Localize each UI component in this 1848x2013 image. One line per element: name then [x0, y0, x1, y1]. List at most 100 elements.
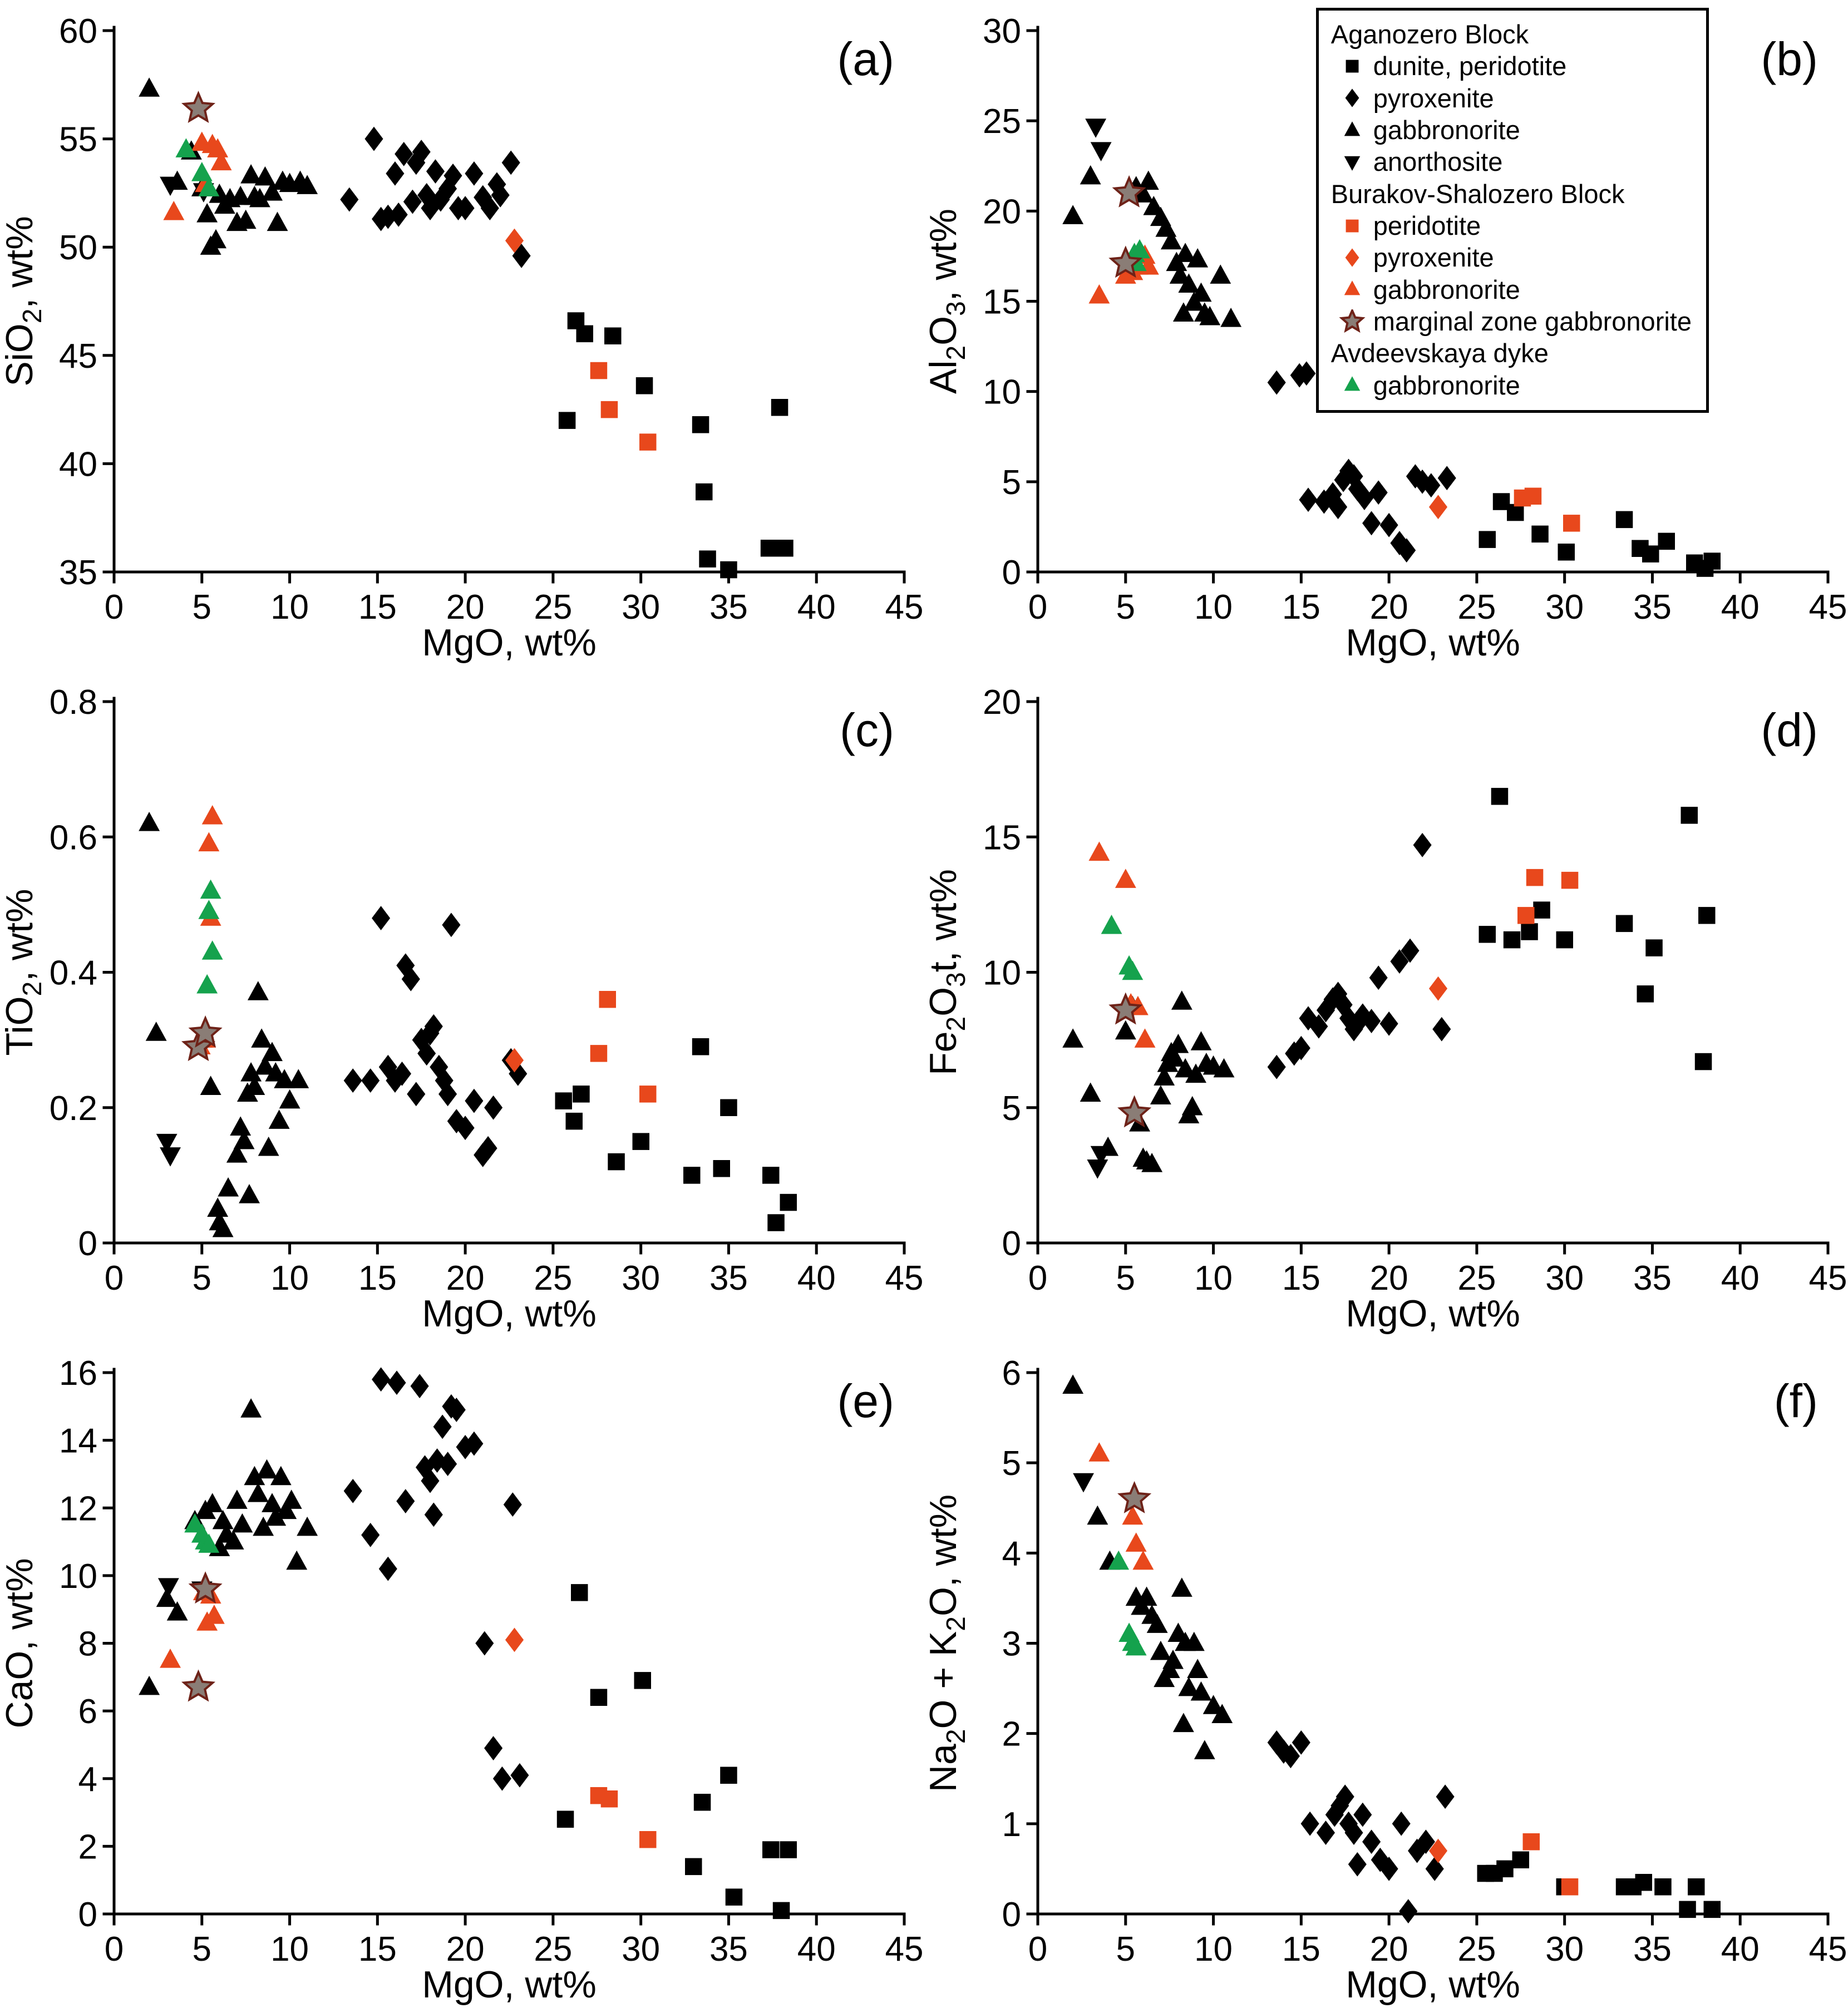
bsb_peridotite-points	[1514, 487, 1580, 532]
panel-letter-e: (e)	[837, 1375, 894, 1427]
svg-text:30: 30	[1545, 1259, 1584, 1297]
data-point-square	[565, 1112, 583, 1130]
data-point-diamond	[1300, 1811, 1319, 1836]
data-point-triangle-up	[1137, 170, 1159, 190]
data-point-diamond	[505, 1048, 524, 1073]
data-point-diamond	[1432, 1017, 1451, 1042]
data-point-triangle-up	[200, 879, 221, 899]
data-point-square	[692, 1038, 709, 1055]
data-point-triangle-up	[1194, 1740, 1215, 1759]
data-point-diamond	[372, 1367, 391, 1392]
legend-item-bsb_pyroxenite: pyroxenite	[1331, 241, 1692, 273]
data-point-diamond	[424, 1502, 443, 1527]
data-point-triangle-up	[210, 151, 232, 171]
data-point-triangle-up	[262, 181, 283, 201]
svg-text:3: 3	[1002, 1625, 1021, 1664]
data-point-diamond	[364, 126, 383, 151]
data-point-diamond	[1267, 1054, 1286, 1079]
data-point-square	[1558, 544, 1575, 561]
svg-text:45: 45	[1809, 588, 1847, 626]
svg-text:20: 20	[1370, 1259, 1408, 1297]
data-point-diamond	[510, 1763, 529, 1788]
data-point-triangle-up	[1125, 1532, 1147, 1552]
data-point-diamond	[410, 1374, 429, 1399]
bsb_peridotite-points	[1517, 869, 1579, 924]
ab_pyroxenite-points	[343, 906, 528, 1167]
scatter-plot-e: 0 5 10 15 20 25 30 35 40 45 0 2 4 6 8 10 12 14 16 MgO, wt% C…	[0, 1354, 923, 2006]
data-point-triangle-up	[1344, 376, 1361, 391]
data-point-triangle-up	[1122, 960, 1144, 980]
data-point-diamond	[1297, 361, 1316, 386]
data-point-triangle-up	[1164, 1047, 1186, 1067]
data-point-diamond	[1362, 1829, 1381, 1854]
svg-text:16: 16	[59, 1354, 97, 1393]
data-point-diamond	[417, 1041, 436, 1066]
data-point-triangle-up	[1108, 1550, 1130, 1570]
bsb_pyroxenite-points	[505, 1627, 524, 1652]
data-point-diamond	[1437, 466, 1456, 491]
svg-text:45: 45	[1809, 1259, 1847, 1297]
svg-text:5: 5	[1116, 588, 1135, 626]
data-point-square	[1635, 1874, 1652, 1891]
svg-text:0: 0	[105, 1930, 124, 1968]
x-axis-label: MgO, wt%	[422, 621, 597, 664]
data-point-diamond	[1425, 1856, 1444, 1881]
panel-b: 0 5 10 15 20 25 30 35 40 45 0 5 10 15 20 25 30 MgO, wt% Al…	[922, 0, 1847, 671]
data-point-diamond	[1362, 1009, 1381, 1034]
scatter-plot-a: 0 5 10 15 20 25 30 35 40 45 35 40 45 50 55 60 MgO, wt% Si…	[0, 12, 923, 664]
data-point-diamond	[426, 159, 445, 184]
data-point-square	[776, 540, 794, 557]
data-point-triangle-up	[1187, 248, 1209, 268]
data-point-diamond	[1422, 473, 1441, 498]
svg-text:15: 15	[1282, 1259, 1320, 1297]
data-point-diamond	[479, 1136, 497, 1161]
data-point-triangle-up	[258, 1136, 279, 1156]
data-point-diamond	[1428, 1838, 1448, 1863]
data-point-square	[556, 1810, 574, 1828]
data-point-triangle-up	[275, 1499, 297, 1519]
x-axis-label: MgO, wt%	[422, 1963, 597, 2006]
legend-group-title: Aganozero Block	[1330, 19, 1529, 49]
data-point-diamond	[1413, 832, 1432, 857]
svg-text:0: 0	[1028, 1259, 1047, 1297]
svg-text:4: 4	[78, 1760, 97, 1799]
data-point-triangle-up	[145, 1022, 167, 1041]
data-point-diamond	[1379, 1011, 1398, 1036]
svg-text:6: 6	[78, 1693, 97, 1731]
svg-text:40: 40	[1721, 588, 1760, 626]
svg-text:0: 0	[78, 1896, 97, 1934]
data-point-triangle-up	[1160, 230, 1182, 250]
legend-item-label: pyroxenite	[1373, 243, 1494, 273]
data-point-triangle-up	[1154, 1066, 1175, 1086]
data-point-triangle-up	[244, 1075, 265, 1095]
data-point-triangle-up	[196, 974, 218, 994]
data-point-diamond	[1316, 1820, 1336, 1845]
data-point-diamond	[1292, 1730, 1310, 1755]
data-point-triangle-up	[1210, 264, 1231, 284]
svg-text:45: 45	[885, 1259, 924, 1297]
svg-text:0: 0	[1002, 1896, 1021, 1934]
bsb_gabbronorite-points	[163, 131, 232, 220]
data-point-triangle-up	[1344, 280, 1361, 295]
data-point-diamond	[1344, 1820, 1363, 1845]
svg-text:20: 20	[446, 1930, 485, 1968]
ab_gabbronorite-points	[139, 1398, 318, 1695]
legend-item-ab_pyroxenite: pyroxenite	[1331, 82, 1692, 114]
data-point-diamond	[403, 189, 422, 214]
data-point-diamond	[1362, 511, 1381, 536]
data-point-triangle-up	[1190, 1681, 1212, 1701]
bsb_gabbronorite-points	[1088, 1442, 1154, 1570]
legend-item-avd_gabbronorite: gabbronorite	[1331, 369, 1692, 401]
svg-text:0.4: 0.4	[50, 954, 97, 993]
svg-text:40: 40	[797, 588, 836, 626]
ab_dunite_peridotite-points	[1479, 788, 1716, 1070]
data-point-star	[188, 1571, 223, 1604]
data-point-square	[1346, 219, 1359, 233]
svg-text:15: 15	[358, 1259, 397, 1297]
data-point-triangle-up	[239, 1184, 260, 1203]
legend-item-ab_dunite_peridotite: dunite, peridotite	[1331, 50, 1692, 82]
ab_dunite_peridotite-points	[1477, 1851, 1721, 1918]
data-point-square	[720, 1767, 737, 1784]
